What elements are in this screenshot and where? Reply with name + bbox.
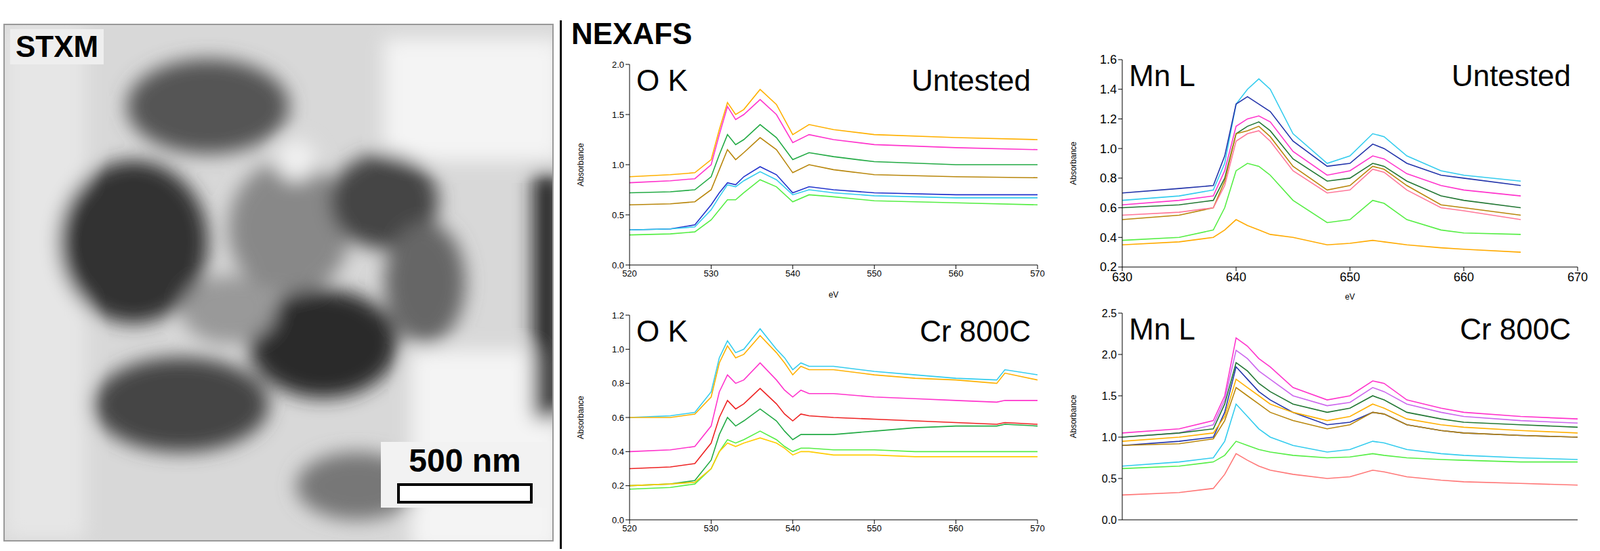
svg-text:640: 640: [1225, 270, 1247, 284]
svg-text:540: 540: [785, 268, 801, 279]
svg-text:1.0: 1.0: [611, 344, 625, 355]
html-text:O K: O K: [636, 314, 688, 348]
svg-text:1.4: 1.4: [1099, 82, 1117, 97]
svg-text:1.0: 1.0: [1101, 431, 1117, 444]
html-text:500 nm: 500 nm: [408, 442, 521, 479]
svg-text:1.0: 1.0: [611, 159, 625, 171]
svg-text:630: 630: [1112, 270, 1133, 284]
svg-text:Absorbance: Absorbance: [576, 395, 586, 440]
svg-text:0.0: 0.0: [611, 515, 625, 526]
svg-text:0.0: 0.0: [611, 260, 625, 271]
svg-text:Absorbance: Absorbance: [576, 142, 586, 187]
html-text:STXM: STXM: [15, 29, 99, 64]
svg-text:0.5: 0.5: [1101, 473, 1117, 485]
svg-text:eV: eV: [828, 290, 839, 300]
svg-text:650: 650: [1339, 270, 1361, 284]
svg-text:0.4: 0.4: [1099, 231, 1117, 245]
svg-text:2.0: 2.0: [1101, 349, 1117, 361]
svg-text:0.0: 0.0: [1101, 514, 1117, 526]
html-text:Mn L: Mn L: [1129, 312, 1196, 346]
svg-text:670: 670: [1567, 270, 1588, 284]
html-text:Mn L: Mn L: [1129, 58, 1196, 93]
svg-text:1.6: 1.6: [1099, 52, 1117, 67]
svg-text:560: 560: [948, 523, 964, 534]
svg-text:530: 530: [704, 268, 720, 279]
svg-text:570: 570: [1030, 268, 1045, 279]
svg-text:1.5: 1.5: [611, 109, 625, 120]
svg-text:eV: eV: [1345, 292, 1356, 302]
html-text:O K: O K: [636, 63, 688, 97]
svg-text:1.2: 1.2: [611, 310, 625, 321]
html-text:Cr 800C: Cr 800C: [1459, 312, 1571, 346]
svg-text:660: 660: [1453, 270, 1474, 284]
svg-text:520: 520: [622, 523, 638, 534]
svg-text:0.2: 0.2: [1099, 260, 1117, 274]
html-text:Untested: Untested: [911, 63, 1031, 97]
svg-text:0.5: 0.5: [611, 210, 625, 221]
svg-text:Absorbance: Absorbance: [1068, 394, 1079, 438]
html-text:Untested: Untested: [1451, 58, 1571, 93]
svg-text:530: 530: [704, 523, 720, 534]
svg-text:560: 560: [948, 268, 964, 279]
svg-text:0.4: 0.4: [611, 446, 625, 457]
svg-text:1.5: 1.5: [1101, 390, 1117, 402]
svg-text:540: 540: [785, 523, 801, 534]
svg-text:1.0: 1.0: [1099, 142, 1117, 156]
svg-text:0.8: 0.8: [611, 378, 625, 389]
svg-text:0.6: 0.6: [611, 412, 625, 423]
svg-text:0.2: 0.2: [611, 480, 625, 491]
svg-text:Absorbance: Absorbance: [1068, 141, 1079, 186]
svg-text:0.6: 0.6: [1099, 201, 1117, 215]
html-text:NEXAFS: NEXAFS: [571, 16, 693, 51]
html-text:Cr 800C: Cr 800C: [919, 314, 1031, 348]
svg-text:2.5: 2.5: [1101, 307, 1117, 320]
svg-text:1.2: 1.2: [1099, 112, 1117, 127]
svg-text:550: 550: [866, 268, 882, 279]
svg-text:550: 550: [866, 523, 882, 534]
svg-text:0.8: 0.8: [1099, 171, 1117, 186]
svg-text:520: 520: [622, 268, 638, 279]
svg-text:570: 570: [1030, 523, 1045, 534]
svg-text:2.0: 2.0: [611, 59, 625, 70]
